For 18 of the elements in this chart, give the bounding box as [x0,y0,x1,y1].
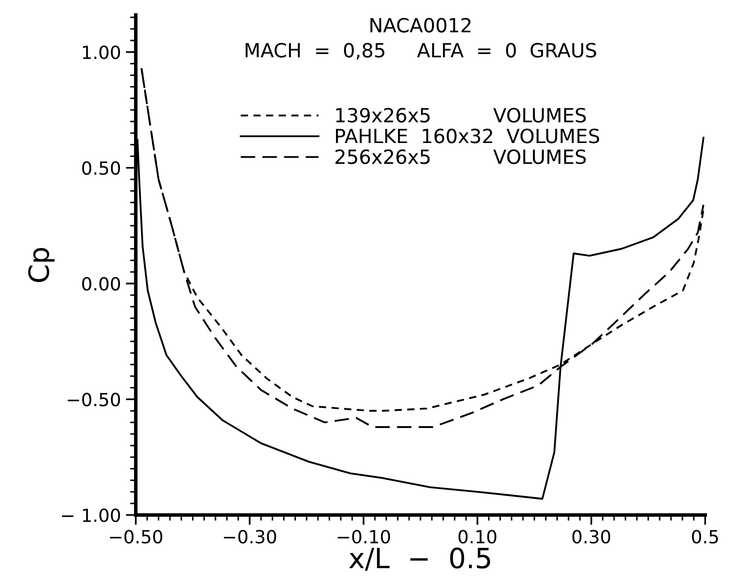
legend-label: 256x26x5 VOLUMES [336,149,586,164]
y-tick-label: −0.50 [68,392,120,406]
chart-title: NACA0012 [370,18,470,33]
y-axis-title: Cp [28,248,55,282]
legend-label: PAHLKE 160x32 VOLUMES [336,128,600,144]
x-tick-label: 0.5 [692,530,718,544]
x-axis-title: x/L − 0.5 [349,548,490,571]
x-tick-label: −0.30 [224,530,276,544]
y-tick-label: 0.00 [82,276,120,291]
x-tick-label: −0.50 [110,530,162,544]
text: MACH = 0,85 ALFA = 0 GRAUS [246,42,596,60]
x-tick-label: 0.10 [458,530,496,544]
x-tick-label: −0.10 [338,530,390,544]
y-tick-label: − 1.00 [62,508,120,522]
y-tick-label: 0.50 [82,161,120,175]
y-tick-label: 1.00 [82,46,120,60]
x-tick-label: 0.30 [572,530,610,544]
legend-label: 139x26x5 VOLUMES [336,108,586,123]
